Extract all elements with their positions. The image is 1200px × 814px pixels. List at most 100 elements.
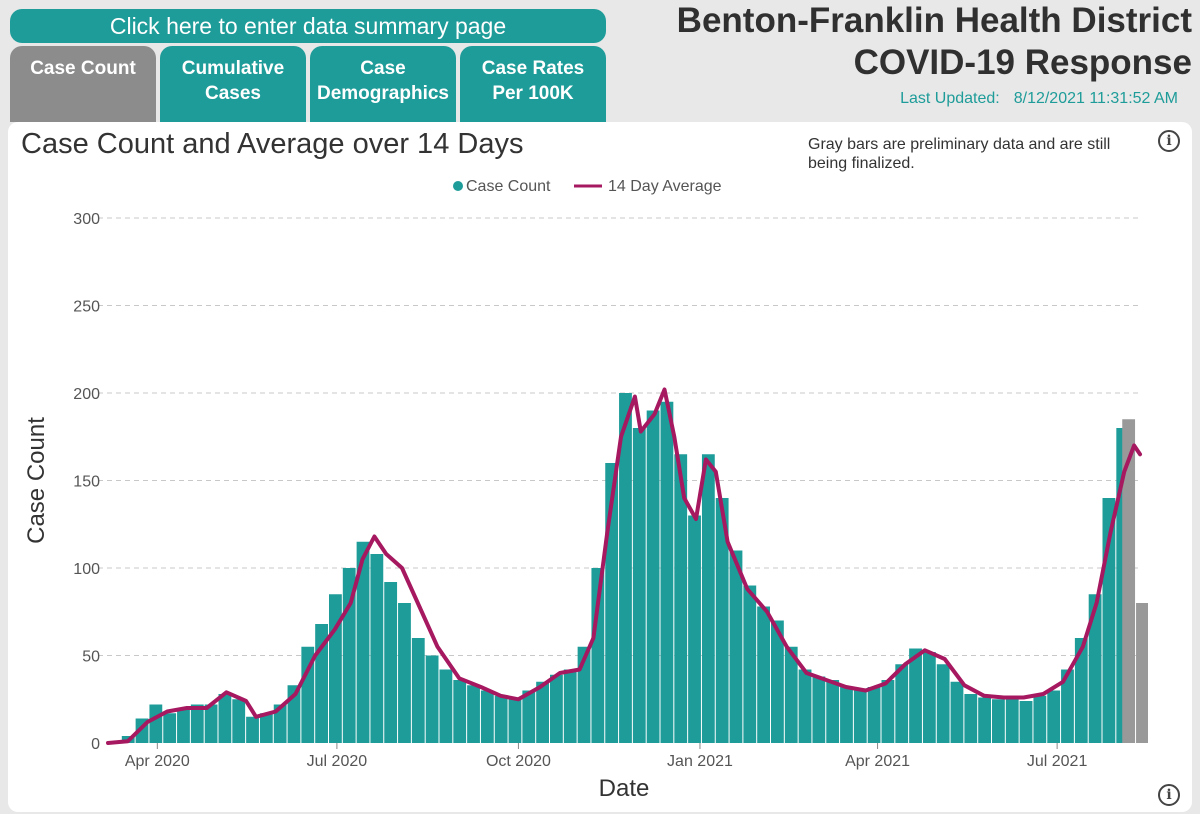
case-count-bar	[936, 664, 950, 743]
preliminary-bar	[1122, 419, 1136, 743]
y-axis-label: Case Count	[23, 417, 50, 544]
legend: Case Count 14 Day Average	[453, 178, 722, 195]
case-count-bar	[204, 704, 218, 743]
case-count-bar	[701, 454, 715, 743]
case-count-bar	[784, 646, 798, 743]
x-tick-label: Apr 2020	[125, 753, 190, 770]
case-count-bar	[356, 541, 370, 743]
tab-bar: Case Count Cumulative Cases Case Demogra…	[10, 46, 610, 122]
case-count-bar	[1074, 638, 1088, 743]
case-count-bar	[881, 680, 895, 743]
preliminary-bar	[1136, 603, 1148, 743]
tab-case-demographics[interactable]: Case Demographics	[310, 46, 456, 122]
case-count-bar	[660, 401, 674, 743]
case-count-bar	[757, 606, 771, 743]
case-count-bar	[398, 603, 411, 743]
last-updated-value: 8/12/2021 11:31:52 AM	[1013, 90, 1178, 107]
y-tick-label: 50	[82, 649, 100, 666]
info-icon[interactable]: i	[1158, 130, 1180, 152]
legend-label-average: 14 Day Average	[608, 178, 722, 195]
case-count-bar	[674, 454, 688, 743]
y-tick-label: 200	[73, 386, 100, 403]
tab-label: Cumulative Cases	[181, 58, 285, 104]
chart-card: 0 50 100 150 200 250 300 Apr 2020 Jul 2020 Oct 20…	[8, 122, 1192, 812]
tab-label: Case Rates Per 100K	[481, 58, 585, 104]
case-count-bar	[978, 697, 992, 743]
case-count-bar	[1061, 669, 1074, 743]
case-count-bar	[591, 568, 605, 743]
case-count-bar	[190, 704, 204, 743]
case-count-bar	[453, 680, 467, 743]
case-count-bar	[1047, 690, 1061, 743]
case-count-bar	[895, 664, 909, 743]
case-count-bar	[384, 582, 398, 743]
case-count-bar	[480, 690, 494, 743]
case-count-bar	[301, 646, 315, 743]
legend-marker-case-count	[453, 181, 463, 191]
last-updated-label: Last Updated:	[900, 90, 1000, 107]
case-count-bar	[563, 669, 577, 743]
case-count-bar	[508, 697, 522, 743]
x-tick-label: Jul 2020	[307, 753, 368, 770]
case-count-bar	[950, 681, 964, 743]
case-count-bar	[494, 695, 508, 743]
case-count-bar	[329, 594, 342, 743]
case-count-bar	[522, 690, 536, 743]
legend-label-case-count: Case Count	[466, 178, 551, 195]
tab-label: Case Count	[30, 58, 136, 79]
case-count-bar	[467, 685, 480, 743]
case-count-bar	[840, 687, 853, 743]
case-count-bar	[439, 669, 453, 743]
case-count-bar	[992, 699, 1005, 743]
case-count-bar	[688, 515, 701, 743]
case-count-bar	[218, 694, 232, 743]
tab-cumulative-cases[interactable]: Cumulative Cases	[160, 46, 306, 122]
x-axis-label: Date	[599, 775, 650, 802]
x-tick-label: Jul 2021	[1027, 753, 1088, 770]
average-line	[106, 387, 1142, 745]
case-count-bar	[232, 699, 246, 743]
data-summary-button[interactable]: Click here to enter data summary page	[10, 9, 606, 43]
x-tick-label: Oct 2020	[486, 753, 551, 770]
page-title: Benton-Franklin Health District COVID-19…	[677, 0, 1192, 84]
case-count-bar	[550, 674, 563, 743]
chart-title: Case Count and Average over 14 Days	[21, 128, 524, 160]
case-count-bar	[867, 687, 881, 743]
case-count-bar	[1033, 695, 1047, 743]
case-count-bar	[411, 638, 425, 743]
case-count-bar	[425, 655, 439, 743]
x-tick-label: Apr 2021	[845, 753, 910, 770]
case-count-bar	[909, 648, 922, 743]
case-count-bar	[853, 690, 867, 743]
last-updated: Last Updated: 8/12/2021 11:31:52 AM	[900, 90, 1178, 108]
case-count-bar	[812, 676, 826, 743]
y-tick-label: 250	[73, 299, 100, 316]
case-count-bar	[798, 669, 812, 743]
case-count-bar	[715, 498, 729, 743]
page-title-line2: COVID-19 Response	[853, 43, 1192, 82]
case-count-bar	[632, 428, 646, 743]
y-tick-label: 300	[73, 211, 100, 228]
case-count-bar	[246, 716, 259, 743]
y-tick-label: 150	[73, 474, 100, 491]
case-count-bar	[177, 708, 190, 743]
case-count-bar	[536, 681, 550, 743]
case-count-chart: 0 50 100 150 200 250 300 Apr 2020 Jul 2020 Oct 20…	[23, 178, 1148, 802]
page-title-line1: Benton-Franklin Health District	[676, 1, 1192, 40]
case-count-bar	[273, 704, 287, 743]
case-count-bar	[771, 620, 784, 743]
tab-case-count[interactable]: Case Count	[10, 46, 156, 122]
case-count-bar	[163, 713, 177, 743]
y-tick-label: 100	[73, 561, 100, 578]
tab-case-rates[interactable]: Case Rates Per 100K	[460, 46, 606, 122]
info-icon[interactable]: i	[1158, 784, 1180, 806]
case-count-bar	[1019, 701, 1033, 743]
case-count-bar	[370, 554, 384, 743]
case-count-bar	[964, 694, 978, 743]
tab-label: Case Demographics	[317, 58, 449, 104]
case-count-bar	[743, 585, 757, 743]
y-tick-label: 0	[91, 736, 100, 753]
case-count-bar	[619, 393, 632, 743]
case-count-bar	[922, 652, 936, 743]
case-count-bar	[646, 410, 660, 743]
